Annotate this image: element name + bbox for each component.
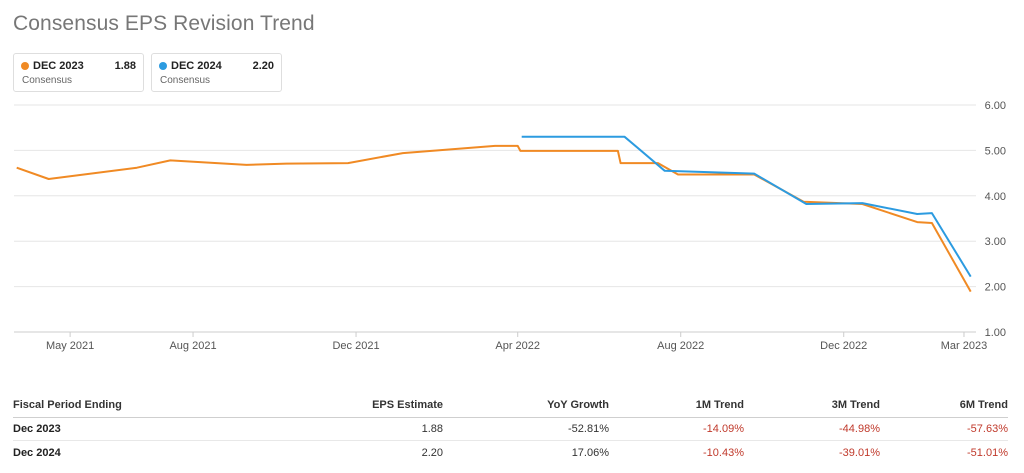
cell-period: Dec 2024 (13, 446, 61, 459)
x-tick-label: Dec 2022 (820, 340, 867, 352)
y-tick-label: 2.00 (985, 282, 1006, 294)
eps-table: Fiscal Period Ending EPS Estimate YoY Gr… (13, 393, 1008, 464)
legend-item-dec-2024[interactable]: DEC 2024 2.20 Consensus (151, 53, 282, 92)
x-tick-label: Aug 2021 (169, 340, 216, 352)
series-line-dec-2023 (16, 144, 972, 293)
legend: DEC 2023 1.88 Consensus DEC 2024 2.20 Co… (13, 53, 282, 92)
y-tick-label: 6.00 (985, 100, 1006, 112)
y-tick-label: 5.00 (985, 145, 1006, 157)
series-dot-icon (159, 62, 167, 70)
x-tick-label: Apr 2022 (495, 340, 540, 352)
cell-6m: -51.01% (967, 446, 1008, 459)
legend-series-sub: Consensus (22, 75, 73, 86)
cell-3m: -39.01% (839, 446, 880, 459)
eps-line-chart: 1.00 2.00 3.00 4.00 5.00 6.00 May 2021 Aug 2021… (14, 100, 1006, 352)
table-header-row: Fiscal Period Ending EPS Estimate YoY Gr… (13, 393, 1008, 418)
header-fiscal-period: Fiscal Period Ending (13, 399, 122, 411)
x-tick-label: Mar 2023 (941, 340, 987, 352)
cell-eps: 2.20 (421, 446, 443, 459)
cell-eps: 1.88 (421, 423, 443, 435)
chart-title: Consensus EPS Revision Trend (13, 12, 315, 35)
x-tick-label: Dec 2021 (332, 340, 379, 352)
cell-period: Dec 2023 (13, 423, 61, 435)
header-1m-trend: 1M Trend (695, 399, 744, 411)
table-row: Dec 2024 2.20 17.06% -10.43% -39.01% -51… (13, 441, 1008, 464)
cell-1m: -14.09% (703, 423, 744, 435)
cell-yoy: 17.06% (571, 446, 609, 459)
header-eps-estimate: EPS Estimate (372, 399, 443, 411)
y-tick-label: 4.00 (985, 191, 1006, 203)
legend-series-name: DEC 2024 (171, 60, 222, 72)
legend-series-sub: Consensus (160, 75, 211, 86)
cell-3m: -44.98% (839, 423, 880, 435)
y-tick-label: 3.00 (985, 236, 1006, 248)
cell-1m: -10.43% (703, 446, 744, 459)
cell-yoy: -52.81% (568, 423, 609, 435)
legend-series-value: 2.20 (252, 60, 274, 72)
header-6m-trend: 6M Trend (959, 399, 1008, 411)
series-dot-icon (21, 62, 29, 70)
y-tick-label: 1.00 (985, 327, 1006, 339)
table-row: Dec 2023 1.88 -52.81% -14.09% -44.98% -5… (13, 418, 1008, 441)
x-tick-label: May 2021 (46, 340, 94, 352)
legend-item-dec-2023[interactable]: DEC 2023 1.88 Consensus (13, 53, 144, 92)
header-yoy-growth: YoY Growth (547, 399, 609, 411)
series-line-dec-2024 (521, 135, 972, 278)
header-3m-trend: 3M Trend (831, 399, 880, 411)
cell-6m: -57.63% (967, 423, 1008, 435)
legend-series-name: DEC 2023 (33, 60, 84, 72)
x-tick-label: Aug 2022 (657, 340, 704, 352)
legend-series-value: 1.88 (114, 60, 136, 72)
